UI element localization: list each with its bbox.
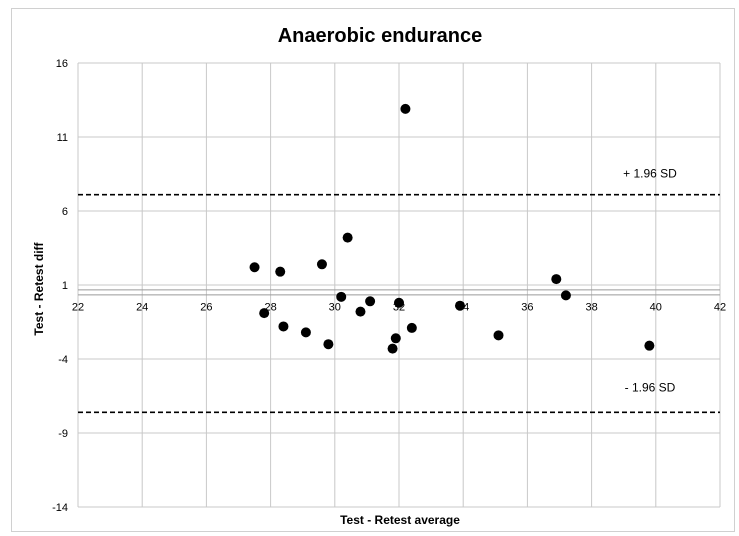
x-tick-label: 42 [714, 301, 726, 313]
data-points [249, 103, 655, 354]
chart-title: Anaerobic endurance [278, 25, 483, 47]
x-tick-label: 24 [136, 301, 148, 313]
data-point [454, 300, 465, 311]
data-point [551, 274, 562, 285]
reference-line-label: + 1.96 SD [623, 167, 677, 181]
data-point [644, 340, 655, 351]
data-point [323, 339, 334, 350]
chart-frame [11, 8, 735, 532]
data-point [406, 322, 417, 333]
data-point [300, 327, 311, 338]
reference-lines: + 1.96 SD - 1.96 SD [78, 167, 720, 414]
y-tick-label: 16 [56, 58, 68, 70]
y-tick-label: 11 [57, 132, 68, 144]
x-tick-label: 38 [585, 301, 597, 313]
x-tick-label: 22 [72, 301, 84, 313]
data-point [560, 290, 571, 301]
x-tick-label: 40 [650, 301, 662, 313]
data-point [275, 266, 286, 277]
data-point [365, 296, 376, 307]
data-point [249, 262, 260, 273]
data-point [355, 306, 366, 317]
y-tick-label: -9 [58, 428, 68, 440]
data-point [400, 103, 411, 114]
data-point [387, 343, 398, 354]
y-tick-label: -14 [52, 502, 68, 514]
data-point [342, 232, 353, 243]
y-tick-label: 6 [62, 206, 68, 218]
y-axis-label: Test - Retest diff [32, 241, 46, 335]
y-tick-label: 1 [62, 280, 68, 292]
data-point [394, 297, 404, 308]
grid-lines [77, 62, 721, 508]
x-tick-label: 26 [200, 301, 212, 313]
data-point [336, 291, 347, 302]
data-point [493, 330, 504, 341]
x-tick-label: 36 [521, 301, 533, 313]
x-axis-label: Test - Retest average [340, 513, 460, 527]
data-point [278, 321, 289, 332]
data-point [316, 259, 327, 270]
x-tick-label: 30 [329, 301, 341, 313]
reference-line-label: - 1.96 SD [625, 380, 676, 394]
y-tick-label: -4 [58, 354, 68, 366]
data-point [259, 308, 270, 319]
data-point [390, 333, 401, 344]
